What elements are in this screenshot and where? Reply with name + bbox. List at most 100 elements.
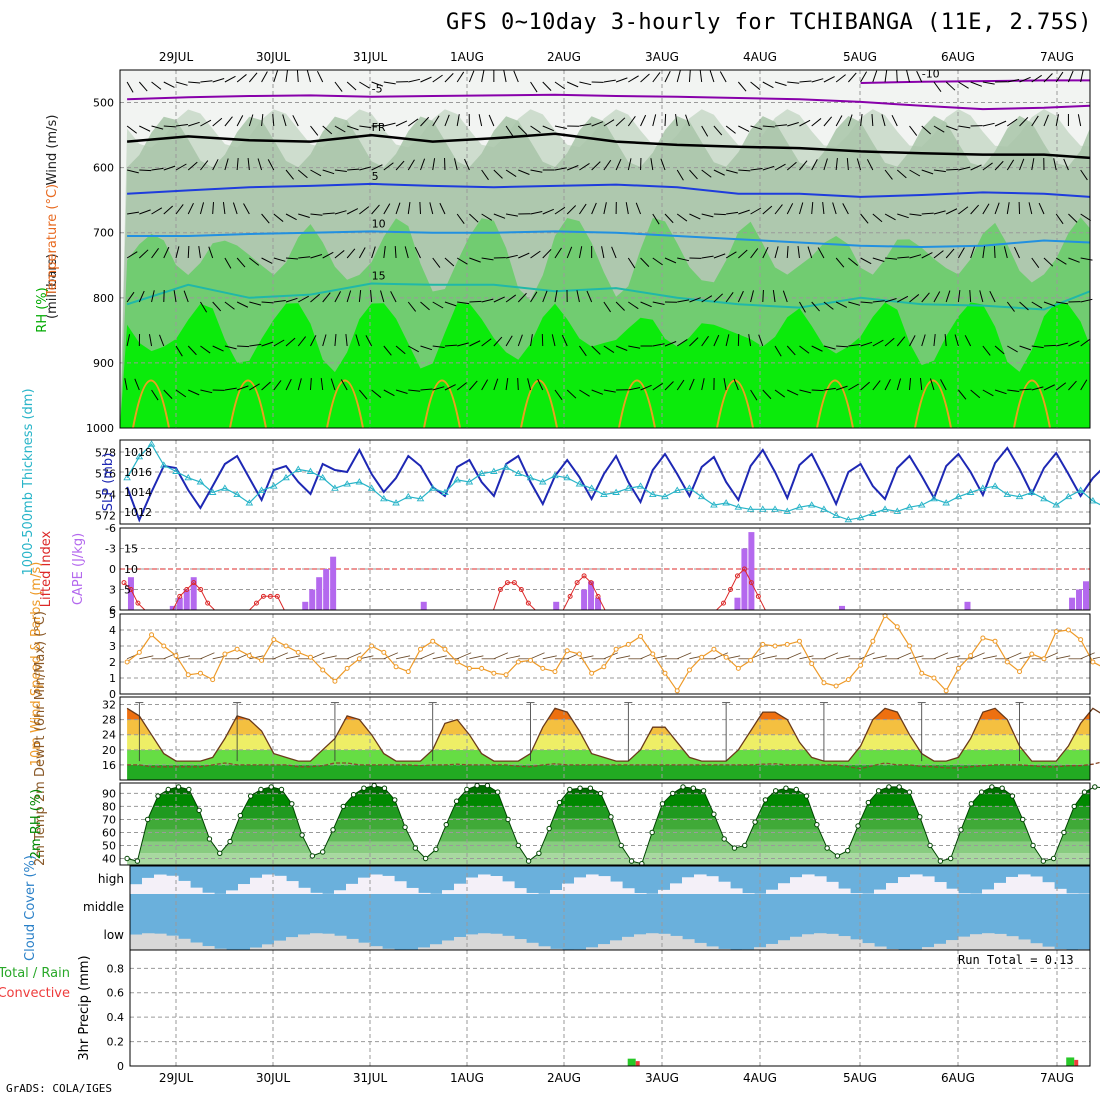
wind-barb (787, 122, 799, 127)
wind-barb (188, 121, 200, 127)
wind-barb (175, 124, 188, 127)
wind-barb (762, 205, 773, 215)
wind-barb (200, 80, 213, 83)
rh-point (803, 793, 810, 799)
rh-ylabel: 2m RH (%) (29, 789, 44, 860)
wind-barb (163, 246, 170, 259)
wind-barb (481, 70, 485, 83)
wind-barb (383, 246, 386, 259)
wind-barb (407, 159, 415, 171)
wind-barb (989, 290, 996, 303)
rh-point (1040, 858, 1047, 864)
wind-barb (848, 301, 861, 306)
wind-tick-label: 5 (109, 608, 116, 621)
wind-barb (615, 345, 628, 351)
wind-speed-point (894, 624, 900, 630)
wind-barb-10m (1043, 652, 1059, 660)
wind-barb (579, 389, 590, 397)
thickness-point (208, 488, 217, 495)
wind-speed-point (515, 659, 521, 665)
wind-barb (909, 169, 921, 177)
wind-barb (709, 70, 715, 83)
wind-speed-point (711, 646, 717, 652)
wind-barb (615, 158, 622, 171)
wind-speed-point (552, 669, 558, 675)
wind-barb-10m (1080, 652, 1095, 660)
cloud-low-segment (382, 948, 395, 950)
wind-barb (652, 382, 664, 391)
wind-barb (187, 161, 198, 171)
wind-barb (591, 202, 597, 215)
wind-barb (652, 301, 665, 305)
wind-barb (750, 81, 761, 90)
wind-barb (261, 257, 273, 264)
wind-barb (982, 246, 986, 259)
cloud-low-segment (142, 933, 155, 950)
rh-point (134, 858, 141, 864)
wind-barb (713, 125, 723, 136)
rh-point (1061, 829, 1067, 836)
wind-speed-point (833, 683, 839, 689)
wind-barb (175, 163, 187, 171)
wind-barb (457, 342, 469, 347)
wind-speed-point (491, 670, 497, 676)
wind-speed-point (1017, 669, 1023, 675)
wind-barb (200, 389, 213, 394)
wind-barb (774, 246, 779, 259)
wind-barb (200, 301, 208, 313)
cloud-low-segment (1030, 943, 1043, 950)
temp-ylabel: 2m Temp 2m DewPt (6hr Min/Max) (°C) (33, 611, 48, 866)
wind-barb (701, 255, 714, 259)
wind-barb (1031, 74, 1042, 83)
rh-point (1020, 816, 1026, 823)
wind-barb (1028, 202, 1033, 215)
wind-barb (530, 250, 541, 259)
wind-speed-point (748, 657, 754, 663)
wind-barb (222, 202, 226, 215)
rh-point (443, 821, 449, 828)
cloud-high-gap (874, 889, 887, 894)
wind-barb (236, 385, 249, 391)
cloud-low-segment (646, 933, 659, 950)
wind-barb (163, 389, 173, 399)
thickness-tick-label: 576 (95, 468, 116, 481)
wind-barb (404, 246, 409, 259)
cloud-low-segment (1006, 936, 1019, 950)
wind-barb (414, 246, 421, 259)
wind-barb (456, 213, 465, 225)
wind-barb (946, 125, 958, 131)
panel-fills (120, 70, 1091, 950)
cloud-low-segment (178, 938, 191, 950)
wind-barb (664, 70, 671, 83)
wind-barb (551, 334, 556, 347)
wind-barb (798, 202, 804, 215)
wind-barb (444, 114, 450, 127)
rh-point (340, 803, 346, 810)
wind-barb (334, 169, 347, 172)
wind-barb (846, 158, 849, 171)
wind-barb (159, 334, 165, 347)
wind-barb (737, 81, 747, 92)
rh-point (330, 827, 336, 833)
wind-barb (774, 81, 787, 86)
wind-barb (127, 211, 140, 215)
wind-barb (542, 249, 552, 259)
wind-barb (676, 213, 688, 222)
lifted-index-point (721, 600, 727, 606)
wind-barb (762, 81, 774, 89)
wind-barb-10m (1007, 652, 1022, 660)
rh-point (556, 799, 563, 806)
temp-tick-label: 28 (102, 714, 116, 727)
thickness-point (416, 494, 425, 502)
wind-barb (701, 295, 713, 303)
wind-barb (316, 70, 324, 83)
wind-barb (884, 213, 896, 221)
warm-contour (816, 379, 854, 429)
rh-point (577, 785, 583, 791)
wind-speed-point (613, 646, 619, 652)
wind-barb (933, 125, 945, 133)
wind-barb (921, 292, 930, 303)
slp-series-line (126, 446, 1100, 523)
cloud-high-gap (598, 876, 611, 894)
wind-barb (285, 337, 296, 347)
